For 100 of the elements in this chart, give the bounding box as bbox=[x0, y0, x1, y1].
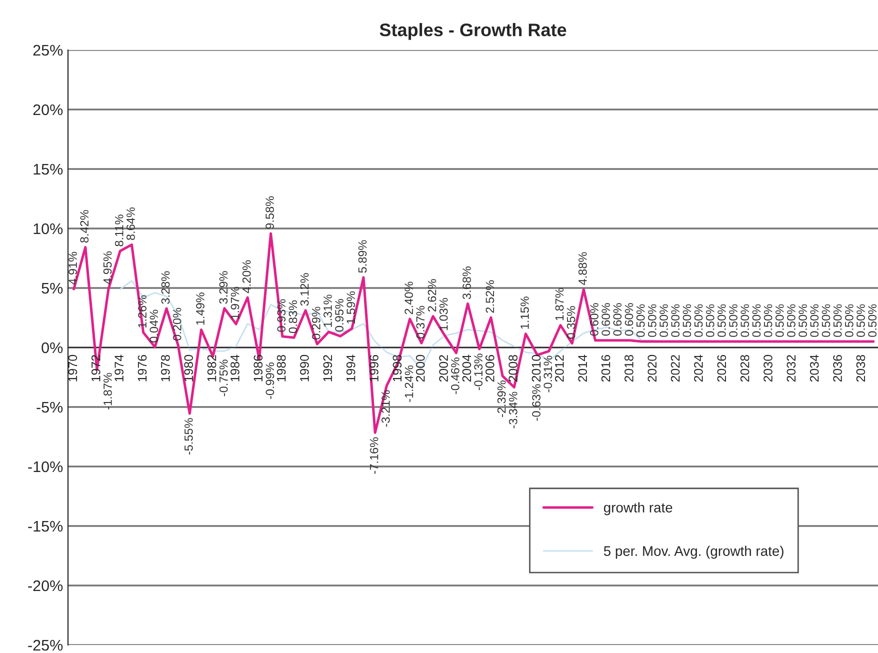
y-tick-label: -15% bbox=[28, 520, 63, 532]
data-label: 8.11% bbox=[114, 214, 124, 246]
data-label: 0.50% bbox=[706, 304, 714, 337]
data-label: -7.16% bbox=[370, 437, 378, 474]
data-label: 5.89% bbox=[358, 240, 367, 273]
data-label: 0.35% bbox=[566, 306, 576, 339]
data-label: -0.46% bbox=[451, 358, 460, 394]
data-label: 8.64% bbox=[126, 207, 135, 240]
x-tick-label: 2002 bbox=[439, 355, 448, 382]
data-label: 0.50% bbox=[856, 304, 865, 337]
x-tick-label: 1988 bbox=[276, 354, 286, 382]
y-tick-label: -25% bbox=[28, 640, 63, 651]
data-label: 0.60% bbox=[624, 303, 634, 336]
data-label: 3.68% bbox=[462, 266, 471, 300]
data-label: 0.60% bbox=[602, 303, 610, 336]
data-label: 8.42% bbox=[80, 210, 89, 243]
y-tick-label: -10% bbox=[28, 461, 63, 472]
data-label: 2.40% bbox=[404, 282, 414, 314]
x-tick-label: 1996 bbox=[370, 354, 378, 382]
x-tick-label: 2004 bbox=[462, 354, 472, 382]
data-label: 0.50% bbox=[682, 304, 692, 337]
data-label: 0.50% bbox=[729, 304, 738, 337]
data-label: 0.50% bbox=[810, 304, 819, 337]
data-label: 0.60% bbox=[590, 303, 598, 336]
data-label: 0.50% bbox=[822, 304, 830, 337]
x-tick-label: 1974 bbox=[114, 354, 124, 382]
data-label: 1.97% bbox=[230, 286, 240, 319]
x-tick-label: 2032 bbox=[786, 355, 796, 382]
data-label: 0.95% bbox=[335, 298, 344, 332]
x-tick-label: 2018 bbox=[624, 354, 634, 382]
data-label: 0.50% bbox=[671, 304, 680, 337]
data-label: -1.24% bbox=[404, 365, 414, 402]
y-tick-label: 20% bbox=[33, 104, 63, 116]
chart-title: Staples - Growth Rate bbox=[380, 23, 566, 40]
data-label: 4.88% bbox=[578, 252, 587, 285]
y-tick-label: 0% bbox=[42, 342, 63, 354]
data-label: 4.91% bbox=[68, 252, 77, 285]
data-label: 0.60% bbox=[613, 303, 622, 336]
data-label: 0.50% bbox=[718, 304, 726, 337]
x-tick-label: 1986 bbox=[254, 354, 263, 382]
data-label: 1.59% bbox=[346, 291, 356, 324]
y-tick-label: 15% bbox=[34, 164, 63, 175]
data-label: -0.13% bbox=[474, 354, 483, 390]
data-label: 1.31% bbox=[324, 294, 332, 327]
data-label: 0.50% bbox=[764, 304, 772, 337]
data-label: -0.99% bbox=[266, 362, 274, 399]
data-label: -2.39% bbox=[497, 380, 506, 417]
data-label: 0.83% bbox=[288, 300, 298, 333]
data-label: 3.12% bbox=[300, 273, 309, 306]
x-tick-label: 2014 bbox=[578, 354, 588, 382]
x-tick-label: 1982 bbox=[207, 355, 216, 382]
x-tick-label: 2024 bbox=[694, 354, 703, 382]
x-tick-label: 1978 bbox=[161, 354, 170, 382]
x-tick-label: 1976 bbox=[138, 354, 147, 382]
x-tick-label: 2022 bbox=[670, 355, 680, 382]
data-label: 1.49% bbox=[196, 292, 204, 325]
data-label: 1.03% bbox=[439, 298, 448, 330]
x-tick-label: 2034 bbox=[810, 354, 819, 382]
x-tick-label: 1984 bbox=[230, 354, 240, 382]
x-tick-label: 1980 bbox=[184, 354, 194, 382]
y-tick-label: -20% bbox=[28, 580, 63, 592]
x-tick-label: 2020 bbox=[648, 354, 657, 382]
y-tick-label: 5% bbox=[42, 282, 63, 294]
data-label: 0.50% bbox=[833, 304, 842, 337]
data-label: 0.50% bbox=[752, 304, 761, 337]
data-label: 0.50% bbox=[636, 304, 645, 337]
data-label: 1.15% bbox=[520, 296, 529, 329]
data-label: -1.87% bbox=[104, 372, 112, 410]
data-label: 2.52% bbox=[486, 280, 494, 313]
x-tick-label: 2028 bbox=[740, 354, 750, 382]
data-label: 0.93% bbox=[277, 299, 286, 332]
data-label: -0.75% bbox=[219, 360, 228, 396]
data-label: -3.21% bbox=[381, 390, 390, 427]
x-tick-label: 1972 bbox=[91, 355, 100, 382]
x-tick-label: 1970 bbox=[68, 354, 78, 382]
x-tick-label: 2008 bbox=[508, 354, 518, 382]
x-tick-label: 2012 bbox=[554, 355, 564, 382]
data-label: 0.50% bbox=[868, 304, 877, 337]
y-tick-label: 10% bbox=[34, 223, 63, 234]
x-tick-label: 2016 bbox=[601, 354, 610, 382]
data-label: 0.50% bbox=[798, 304, 808, 337]
data-label: 1.26% bbox=[138, 295, 146, 328]
x-tick-label: 2030 bbox=[764, 354, 772, 382]
data-label: 4.95% bbox=[103, 251, 112, 284]
x-tick-label: 2000 bbox=[416, 354, 425, 382]
data-label: 0.37% bbox=[416, 306, 425, 338]
data-label: 0.50% bbox=[660, 304, 668, 337]
legend-label: 5 per. Mov. Avg. (growth rate) bbox=[604, 546, 784, 559]
data-label: 4.20% bbox=[242, 260, 251, 294]
data-label: -0.31% bbox=[544, 356, 552, 392]
data-label: 0.50% bbox=[775, 304, 784, 337]
data-label: -0.63% bbox=[532, 384, 540, 421]
x-tick-label: 1998 bbox=[392, 354, 402, 382]
data-label: -3.34% bbox=[508, 392, 518, 428]
data-label: 0.50% bbox=[694, 304, 703, 337]
data-label: 0.50% bbox=[787, 304, 796, 337]
data-label: 2.62% bbox=[428, 279, 436, 312]
x-tick-label: 1990 bbox=[300, 354, 309, 382]
data-label: 0.50% bbox=[648, 304, 656, 337]
data-label: 3.28% bbox=[161, 271, 170, 304]
